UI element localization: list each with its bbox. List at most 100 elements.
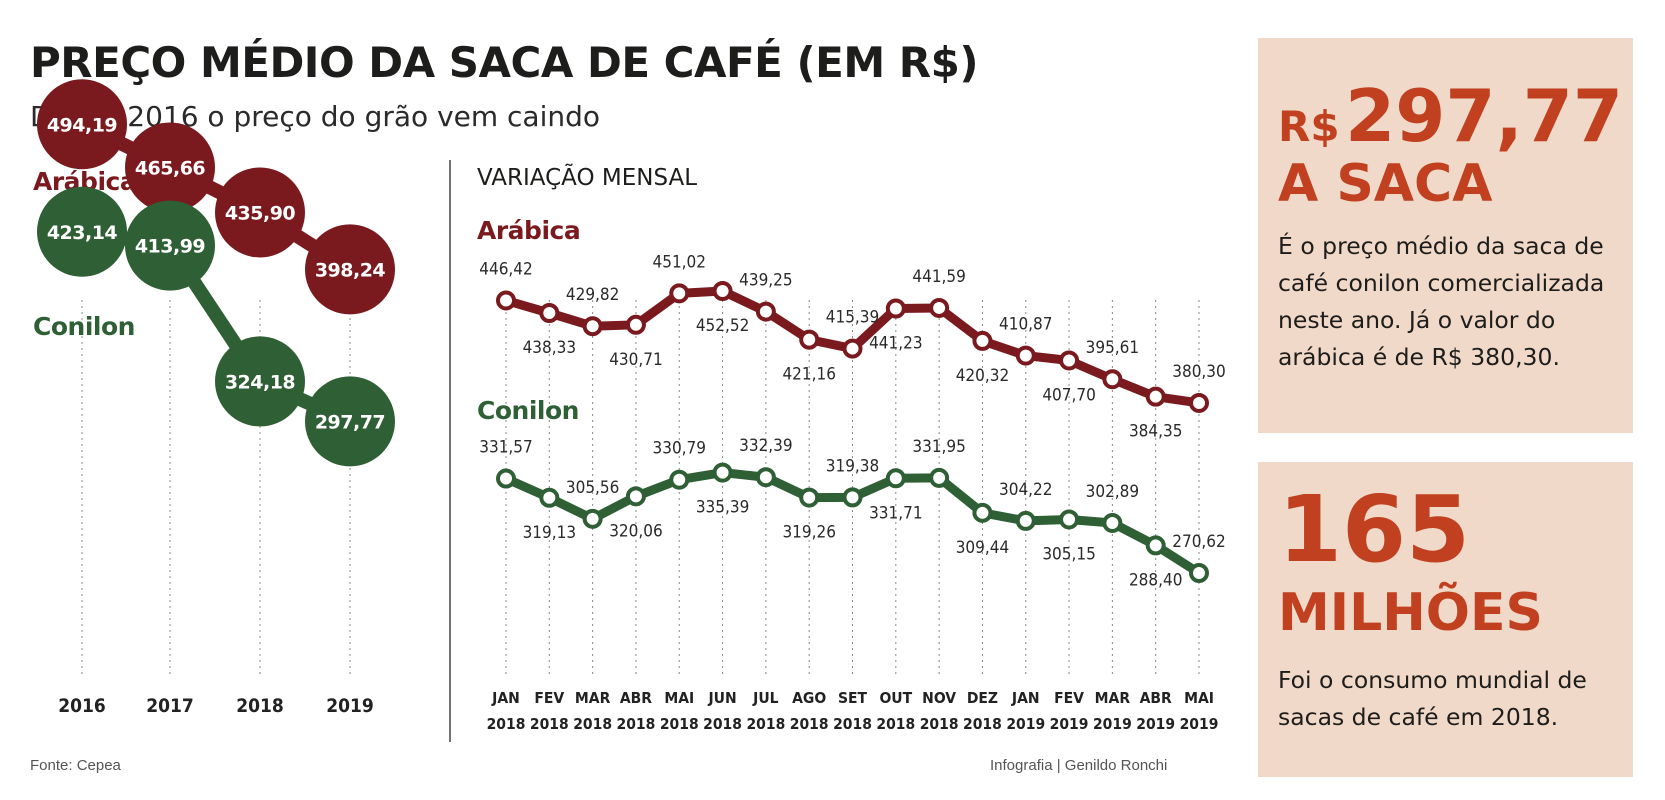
monthly-value-label: 319,38 (826, 456, 880, 476)
month-tick-label: MAR (1095, 689, 1131, 707)
year-tick-label: 2018 (703, 715, 742, 733)
monthly-value-label: 429,82 (566, 285, 620, 305)
monthly-point-arabica (625, 314, 646, 335)
monthly-point-arabica (885, 298, 906, 319)
source-note: Fonte: Cepea (30, 757, 121, 774)
monthly-value-label: 305,56 (566, 478, 620, 498)
monthly-point-conilon (1102, 512, 1123, 533)
year-tick-label: 2016 (58, 695, 106, 717)
monthly-value-label: 407,70 (1042, 385, 1096, 405)
monthly-value-label: 439,25 (739, 271, 793, 291)
yearly-value-label: 465,66 (135, 157, 206, 179)
year-tick-label: 2019 (1180, 715, 1219, 733)
month-tick-label: AGO (792, 689, 826, 707)
monthly-point-arabica (1189, 392, 1209, 413)
yearly-point-conilon (305, 376, 395, 467)
yearly-value-label: 413,99 (135, 236, 205, 258)
yearly-point-conilon (215, 336, 305, 427)
month-tick-label: MAR (575, 689, 611, 707)
monthly-point-arabica (582, 316, 603, 337)
monthly-value-label: 331,71 (869, 503, 923, 523)
monthly-value-label: 319,13 (523, 523, 577, 543)
monthly-value-label: 430,71 (609, 350, 663, 370)
price-unit: A SACA (1278, 154, 1493, 214)
monthly-value-label: 420,32 (956, 366, 1010, 386)
year-tick-label: 2018 (746, 715, 785, 733)
monthly-legend-arabica: Arábica (477, 216, 580, 245)
yearly-point-conilon (37, 186, 127, 277)
page-title: PREÇO MÉDIO DA SACA DE CAFÉ (EM R$) (30, 38, 979, 87)
month-tick-label: NOV (922, 689, 956, 707)
monthly-value-label: 331,57 (479, 438, 533, 458)
monthly-value-label: 395,61 (1086, 338, 1140, 358)
monthly-point-arabica (929, 297, 950, 318)
yearly-value-label: 297,77 (315, 411, 385, 433)
yearly-point-arabica (305, 224, 395, 315)
monthly-value-label: 330,79 (653, 439, 707, 459)
monthly-point-conilon (712, 462, 733, 483)
year-tick-label: 2017 (146, 695, 194, 717)
year-tick-label: 2018 (487, 715, 526, 733)
year-tick-label: 2018 (876, 715, 915, 733)
year-tick-label: 2018 (530, 715, 569, 733)
monthly-value-label: 335,39 (696, 498, 750, 518)
monthly-point-conilon (929, 467, 950, 488)
month-tick-label: FEV (1054, 689, 1084, 707)
month-tick-label: FEV (534, 689, 564, 707)
monthly-point-conilon (1015, 510, 1036, 531)
year-tick-label: 2018 (617, 715, 656, 733)
consumption-value: 165 (1278, 476, 1471, 583)
year-tick-label: 2019 (1050, 715, 1089, 733)
yearly-line-arabica (78, 118, 354, 276)
monthly-value-label: 309,44 (956, 538, 1010, 558)
yearly-point-arabica (215, 167, 305, 258)
month-tick-label: ABR (1140, 689, 1172, 707)
monthly-value-label: 380,30 (1172, 362, 1226, 382)
monthly-point-arabica (755, 301, 776, 322)
monthly-value-label: 441,59 (912, 267, 966, 287)
monthly-point-conilon (669, 469, 690, 490)
consumption-card: 165 MILHÕES Foi o consumo mundial de sac… (1258, 462, 1633, 777)
monthly-point-conilon (799, 487, 820, 508)
year-tick-label: 2019 (326, 695, 374, 717)
monthly-point-arabica (799, 329, 820, 350)
monthly-point-conilon (496, 468, 516, 489)
monthly-point-conilon (582, 508, 603, 529)
monthly-point-arabica (669, 283, 690, 304)
year-tick-label: 2018 (833, 715, 872, 733)
price-value: 297,77 (1345, 74, 1623, 158)
monthly-value-label: 451,02 (653, 252, 707, 272)
monthly-point-conilon (842, 487, 863, 508)
monthly-point-arabica (712, 281, 733, 301)
consumption-description: Foi o consumo mundial de sacas de café e… (1278, 666, 1587, 731)
monthly-point-arabica (496, 290, 516, 311)
month-tick-label: SET (838, 689, 868, 707)
yearly-point-conilon (125, 200, 215, 291)
monthly-value-label: 302,89 (1086, 482, 1140, 502)
year-tick-label: 2019 (1093, 715, 1132, 733)
yearly-point-arabica (125, 122, 215, 213)
monthly-point-arabica (1059, 350, 1080, 371)
monthly-point-arabica (1102, 369, 1123, 390)
monthly-value-label: 384,35 (1129, 422, 1183, 442)
monthly-point-conilon (1059, 509, 1080, 530)
yearly-point-arabica (37, 79, 127, 170)
monthly-value-label: 319,26 (782, 523, 836, 543)
month-tick-label: OUT (879, 689, 912, 707)
year-tick-label: 2018 (790, 715, 829, 733)
yearly-chart: 2016 2017 2018 2019Arábica494,19465,66435,9… (33, 79, 395, 717)
monthly-point-conilon (625, 486, 646, 507)
year-tick-label: 2019 (1136, 715, 1175, 733)
monthly-point-arabica (842, 338, 863, 359)
consumption-unit: MILHÕES (1278, 583, 1543, 643)
yearly-value-label: 494,19 (47, 114, 117, 136)
year-tick-label: 2018 (660, 715, 699, 733)
monthly-value-label: 288,40 (1129, 570, 1183, 590)
monthly-legend-conilon: Conilon (477, 396, 579, 425)
monthly-value-label: 331,95 (912, 437, 966, 457)
year-tick-label: 2019 (1006, 715, 1045, 733)
monthly-chart: VARIAÇÃO MENSAL JAN 2018 FEV 2018 MAR 2018 ABR 2… (477, 163, 1226, 733)
month-tick-label: JAN (491, 689, 520, 707)
yearly-value-label: 423,14 (47, 222, 118, 244)
monthly-value-label: 304,22 (999, 480, 1053, 500)
